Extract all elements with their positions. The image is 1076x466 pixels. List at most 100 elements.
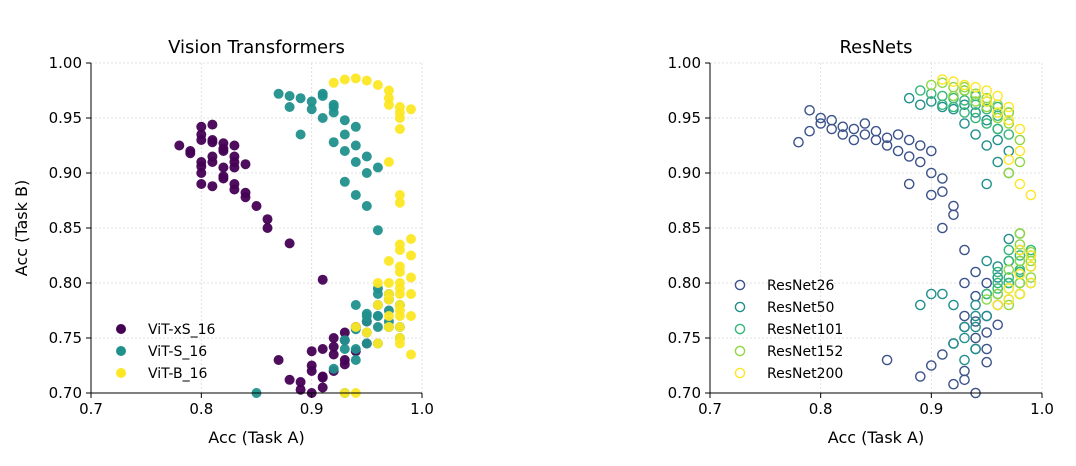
vit-point-vit-xs-16 [240, 159, 251, 170]
vit-point-vit-s-16 [328, 137, 339, 148]
resnet-point-resnet26 [937, 349, 948, 360]
vit-point-vit-xs-16 [229, 157, 240, 167]
resnet-point-resnet101 [981, 118, 993, 129]
resnet-point-resnet152 [1003, 167, 1015, 179]
resnet-point-resnet152 [1014, 156, 1026, 168]
resnet-point-resnet200 [1014, 123, 1026, 135]
vit-point-vit-b-16 [383, 99, 394, 110]
resnet-point-resnet26 [970, 332, 981, 344]
vit-legend-marker [116, 324, 126, 334]
vit-point-vit-b-16 [350, 322, 361, 332]
resnet-legend-label: ResNet152 [767, 344, 843, 360]
resnet-point-resnet26 [881, 140, 893, 151]
resnet-point-resnet50 [992, 134, 1004, 146]
vit-points [174, 73, 416, 398]
resnet-point-resnet200 [937, 74, 948, 85]
resnet-point-resnet26 [981, 343, 993, 355]
resnet-point-resnet101 [937, 90, 948, 102]
resnet-point-resnet152 [937, 77, 948, 89]
vit-xtick-label: 0.9 [300, 400, 324, 418]
resnet-point-resnet50 [926, 288, 937, 300]
resnet-point-resnet101 [992, 277, 1004, 289]
vit-point-vit-b-16 [394, 311, 405, 321]
resnet-point-resnet26 [937, 222, 948, 234]
vit-ytick-label: 0.90 [49, 164, 82, 182]
resnet-point-resnet26 [926, 360, 937, 371]
resnet-point-resnet152 [1014, 255, 1026, 267]
resnet-point-resnet50 [970, 299, 981, 311]
resnet-point-resnet50 [970, 310, 981, 322]
vit-point-vit-s-16 [328, 107, 339, 118]
vit-point-vit-s-16 [361, 338, 372, 349]
resnet-point-resnet200 [992, 90, 1004, 102]
resnet-point-resnet26 [903, 134, 915, 146]
vit-point-vit-xs-16 [284, 238, 295, 249]
resnet-point-resnet26 [959, 244, 970, 256]
vit-point-vit-s-16 [306, 96, 317, 107]
resnet-point-resnet200 [1014, 178, 1026, 190]
resnet-point-resnet26 [859, 129, 871, 140]
vit-point-vit-xs-16 [328, 333, 339, 343]
resnet-point-resnet26 [881, 354, 893, 366]
vit-legend-marker [116, 368, 126, 378]
vit-point-vit-b-16 [406, 250, 416, 261]
resnet-point-resnet50 [948, 103, 959, 115]
vit-point-vit-s-16 [361, 308, 372, 319]
vit-point-vit-b-16 [383, 85, 394, 96]
resnet-point-resnet152 [926, 79, 937, 91]
vit-point-vit-b-16 [383, 157, 394, 167]
resnet-point-resnet26 [848, 123, 860, 135]
vit-ytick-label: 0.70 [49, 384, 82, 402]
resnet-point-resnet200 [1025, 261, 1037, 272]
resnet-point-resnet152 [1025, 272, 1037, 283]
resnet-point-resnet50 [959, 321, 970, 333]
resnet-point-resnet26 [948, 200, 959, 212]
vit-point-vit-xs-16 [229, 140, 240, 151]
vit-point-vit-b-16 [372, 278, 383, 288]
resnet-ytick-label: 1.00 [668, 54, 701, 72]
resnet-point-resnet26 [981, 277, 993, 289]
resnet-legend-marker [734, 301, 746, 313]
resnet-point-resnet26 [848, 134, 860, 146]
resnet-point-resnet26 [959, 310, 970, 322]
resnet-point-resnet200 [970, 81, 981, 93]
resnet-legend-label: ResNet101 [767, 322, 843, 338]
resnet-xtick-label: 1.0 [1030, 400, 1054, 418]
resnet-point-resnet26 [815, 112, 827, 124]
resnet-point-resnet152 [1003, 118, 1015, 129]
resnet-point-resnet50 [970, 129, 981, 140]
resnet-point-resnet200 [1003, 294, 1015, 305]
resnet-point-resnet101 [948, 92, 959, 104]
vit-point-vit-s-16 [339, 344, 350, 354]
resnet-legend-label: ResNet200 [767, 366, 843, 382]
resnet-point-resnet50 [992, 156, 1004, 168]
vit-legend-label: ViT-B_16 [148, 366, 207, 382]
vit-point-vit-s-16 [350, 355, 361, 365]
resnet-point-resnet200 [1014, 288, 1026, 300]
vit-point-vit-xs-16 [284, 374, 295, 385]
resnet-point-resnet200 [1003, 154, 1015, 166]
vit-point-vit-s-16 [295, 93, 306, 104]
vit-point-vit-b-16 [383, 294, 394, 305]
resnet-point-resnet26 [948, 209, 959, 221]
resnet-point-resnet50 [981, 310, 993, 322]
resnet-point-resnet26 [826, 114, 838, 126]
resnet-point-resnet101 [970, 112, 981, 124]
vit-point-vit-s-16 [339, 129, 350, 140]
resnet-point-resnet152 [1014, 239, 1026, 250]
resnet-point-resnet26 [793, 136, 804, 148]
vit-point-vit-b-16 [394, 113, 405, 123]
resnet-point-resnet50 [970, 343, 981, 355]
resnet-point-resnet50 [992, 272, 1004, 283]
resnet-point-resnet26 [903, 178, 915, 190]
resnet-point-resnet152 [1014, 228, 1026, 239]
resnet-point-resnet152 [1014, 134, 1026, 146]
vit-point-vit-xs-16 [207, 157, 218, 167]
resnet-ytick-label: 0.95 [668, 109, 701, 127]
resnet-panel: ResNets Acc (Task A) 0.7 0.8 0.9 1.00.700.7… [668, 37, 1054, 447]
resnet-point-resnet152 [970, 88, 981, 100]
vit-point-vit-s-16 [372, 162, 383, 173]
vit-point-vit-s-16 [284, 102, 295, 112]
vit-point-vit-b-16 [372, 80, 383, 90]
